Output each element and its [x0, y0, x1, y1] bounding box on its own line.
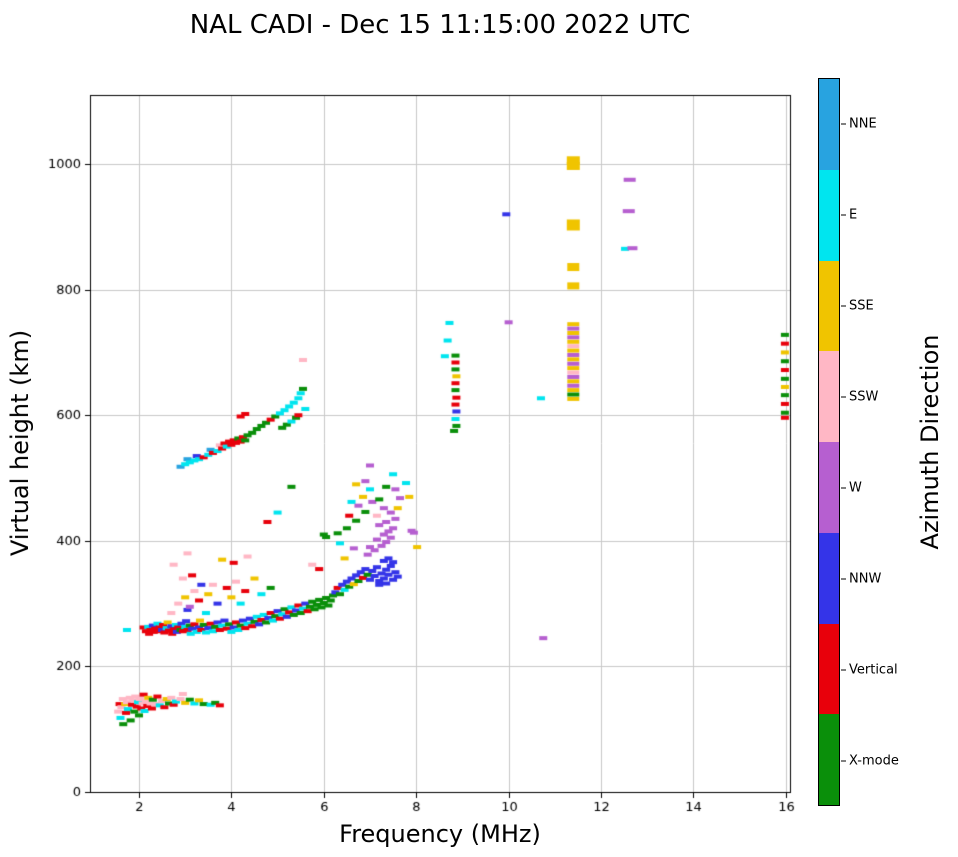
colorbar-segment-nnw: [819, 532, 839, 624]
colorbar-segment-nne: [819, 79, 839, 170]
x-axis-title: Frequency (MHz): [339, 820, 541, 848]
chart-title: NAL CADI - Dec 15 11:15:00 2022 UTC: [189, 10, 691, 40]
colorbar-segment-w: [819, 442, 839, 533]
colorbar-segment-sse: [819, 260, 839, 352]
colorbar-title: Azimuth Direction: [916, 334, 944, 550]
colorbar-segment-ssw: [819, 351, 839, 442]
colorbar-segment-vertical: [819, 623, 839, 715]
colorbar: [818, 78, 840, 806]
colorbar-segment-e: [819, 169, 839, 261]
colorbar-segment-x-mode: [819, 714, 839, 805]
y-axis-title: Virtual height (km): [6, 329, 34, 557]
